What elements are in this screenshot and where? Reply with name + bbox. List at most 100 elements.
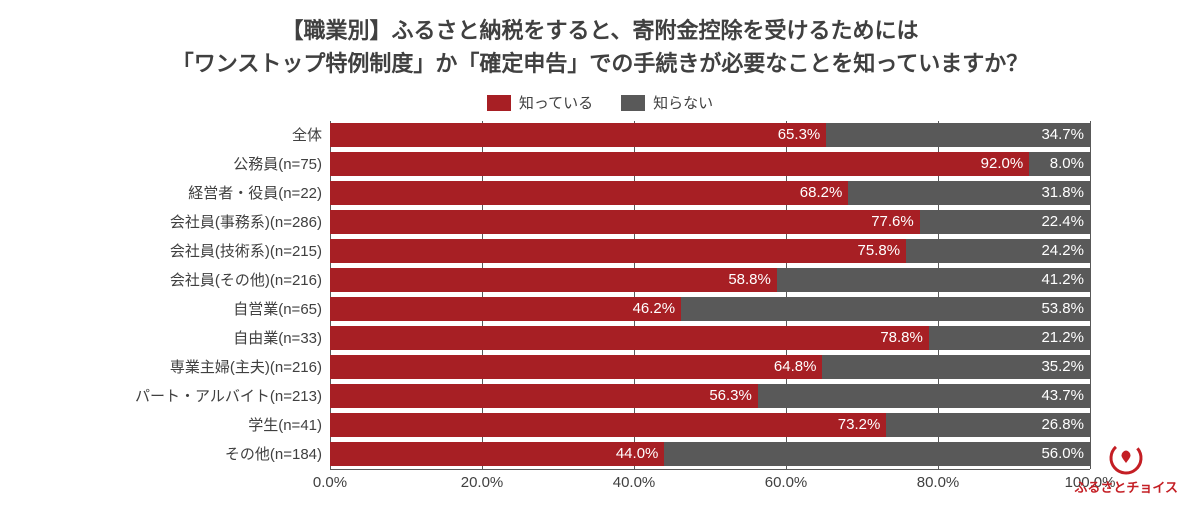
bar-value-dontknow: 53.8%: [1041, 300, 1084, 317]
bar-row: その他(n=184) 44.0% 56.0%: [110, 440, 1090, 467]
bar-value-know: 73.2%: [838, 416, 881, 433]
bar-segment-know: 75.8%: [330, 239, 906, 263]
bar-segment-know: 65.3%: [330, 123, 826, 147]
bar-value-know: 65.3%: [778, 126, 821, 143]
bar-value-know: 77.6%: [871, 213, 914, 230]
row-label: 専業主婦(主夫)(n=216): [110, 356, 330, 377]
bar-value-know: 92.0%: [981, 155, 1024, 172]
bar-row: 学生(n=41)73.2%26.8%: [110, 411, 1090, 438]
bar-value-know: 58.8%: [728, 271, 771, 288]
bar-value-know: 68.2%: [800, 184, 843, 201]
bar-value-know: 44.0%: [616, 445, 659, 462]
axis-tick: 80.0%: [917, 474, 960, 491]
bar-segment-know: 44.0%: [330, 442, 664, 466]
logo-icon: [1107, 439, 1145, 477]
bar-row: 専業主婦(主夫)(n=216) 64.8% 35.2%: [110, 353, 1090, 380]
bar-value-dontknow: 43.7%: [1041, 387, 1084, 404]
row-label: 自営業(n=65): [110, 298, 330, 319]
bar-value-know: 46.2%: [633, 300, 676, 317]
chart: 全体 65.3% 34.7% 公務員(n=75) 92.0% 8.0% 経営者・役員(n=2…: [110, 121, 1090, 493]
bar-segment-dontknow: 8.0%: [1029, 152, 1090, 176]
bar-row: 自由業(n=33) 78.8% 21.2%: [110, 324, 1090, 351]
bar-segment-know: 56.3%: [330, 384, 758, 408]
bar-area: 46.2% 53.8%: [330, 297, 1090, 321]
bar-segment-know: 73.2%: [330, 413, 886, 437]
bar-value-dontknow: 34.7%: [1041, 126, 1084, 143]
bar-segment-know: 78.8%: [330, 326, 929, 350]
title-line-1: 【職業別】ふるさと納税をすると、寄附金控除を受けるためには: [0, 14, 1200, 47]
legend: 知っている 知らない: [0, 92, 1200, 113]
row-label: 会社員(その他)(n=216): [110, 269, 330, 290]
row-label: 全体: [110, 124, 330, 145]
legend-label-dontknow: 知らない: [653, 92, 713, 113]
bar-segment-dontknow: 41.2%: [777, 268, 1090, 292]
legend-swatch-know: [487, 95, 511, 111]
bar-segment-know: 64.8%: [330, 355, 822, 379]
bar-value-know: 78.8%: [880, 329, 923, 346]
row-label: 公務員(n=75): [110, 153, 330, 174]
chart-bars: 全体 65.3% 34.7% 公務員(n=75) 92.0% 8.0% 経営者・役員(n=2…: [110, 121, 1090, 467]
bar-area: 78.8% 21.2%: [330, 326, 1090, 350]
bar-row: 会社員(その他)(n=216) 58.8% 41.2%: [110, 266, 1090, 293]
bar-segment-dontknow: 53.8%: [681, 297, 1090, 321]
bar-row: 経営者・役員(n=22) 68.2% 31.8%: [110, 179, 1090, 206]
bar-area: 64.8% 35.2%: [330, 355, 1090, 379]
bar-value-dontknow: 22.4%: [1041, 213, 1084, 230]
row-label: パート・アルバイト(n=213): [110, 385, 330, 406]
axis-tick: 40.0%: [613, 474, 656, 491]
bar-value-dontknow: 8.0%: [1050, 155, 1084, 172]
bar-segment-dontknow: 35.2%: [822, 355, 1090, 379]
bar-segment-dontknow: 26.8%: [886, 413, 1090, 437]
bar-segment-know: 58.8%: [330, 268, 777, 292]
bar-area: 73.2% 26.8%: [330, 413, 1090, 437]
bar-value-know: 64.8%: [774, 358, 817, 375]
title-line-2: 「ワンストップ特例制度」か「確定申告」での手続きが必要なことを知っていますか？: [0, 47, 1200, 80]
bar-segment-dontknow: 22.4%: [920, 210, 1090, 234]
row-label: 自由業(n=33): [110, 327, 330, 348]
bar-segment-dontknow: 43.7%: [758, 384, 1090, 408]
bar-row: 会社員(事務系)(n=286) 77.6% 22.4%: [110, 208, 1090, 235]
bar-value-dontknow: 24.2%: [1041, 242, 1084, 259]
bar-value-dontknow: 21.2%: [1041, 329, 1084, 346]
bar-segment-dontknow: 31.8%: [848, 181, 1090, 205]
legend-swatch-dontknow: [621, 95, 645, 111]
axis-tick: 60.0%: [765, 474, 808, 491]
bar-value-dontknow: 35.2%: [1041, 358, 1084, 375]
bar-value-dontknow: 41.2%: [1041, 271, 1084, 288]
gridline: [1090, 121, 1091, 469]
bar-value-know: 56.3%: [709, 387, 752, 404]
logo-text: ふるさとチョイス: [1074, 477, 1178, 496]
bar-segment-dontknow: 21.2%: [929, 326, 1090, 350]
legend-item-know: 知っている: [487, 92, 593, 113]
bar-value-dontknow: 26.8%: [1041, 416, 1084, 433]
bar-area: 92.0% 8.0%: [330, 152, 1090, 176]
bar-area: 65.3% 34.7%: [330, 123, 1090, 147]
bar-row: 自営業(n=65) 46.2% 53.8%: [110, 295, 1090, 322]
bar-segment-know: 68.2%: [330, 181, 848, 205]
bar-area: 75.8% 24.2%: [330, 239, 1090, 263]
bar-value-know: 75.8%: [858, 242, 901, 259]
bar-segment-dontknow: 24.2%: [906, 239, 1090, 263]
bar-row: 公務員(n=75) 92.0% 8.0%: [110, 150, 1090, 177]
axis-tick: 0.0%: [313, 474, 347, 491]
chart-title: 【職業別】ふるさと納税をすると、寄附金控除を受けるためには 「ワンストップ特例制…: [0, 0, 1200, 80]
legend-label-know: 知っている: [519, 92, 593, 113]
axis-tick: 20.0%: [461, 474, 504, 491]
bar-segment-know: 77.6%: [330, 210, 920, 234]
row-label: 会社員(技術系)(n=215): [110, 240, 330, 261]
row-label: 会社員(事務系)(n=286): [110, 211, 330, 232]
bar-row: 会社員(技術系)(n=215) 75.8% 24.2%: [110, 237, 1090, 264]
bar-row: 全体 65.3% 34.7%: [110, 121, 1090, 148]
row-label: その他(n=184): [110, 443, 330, 464]
x-axis: 0.0%20.0%40.0%60.0%80.0%100.0%: [330, 469, 1090, 493]
bar-area: 58.8% 41.2%: [330, 268, 1090, 292]
bar-segment-know: 92.0%: [330, 152, 1029, 176]
brand-logo: ふるさとチョイス: [1074, 439, 1178, 496]
bar-area: 44.0% 56.0%: [330, 442, 1090, 466]
bar-segment-dontknow: 56.0%: [664, 442, 1090, 466]
bar-row: パート・アルバイト(n=213) 56.3% 43.7%: [110, 382, 1090, 409]
bar-area: 77.6% 22.4%: [330, 210, 1090, 234]
bar-segment-dontknow: 34.7%: [826, 123, 1090, 147]
row-label: 経営者・役員(n=22): [110, 182, 330, 203]
legend-item-dontknow: 知らない: [621, 92, 713, 113]
